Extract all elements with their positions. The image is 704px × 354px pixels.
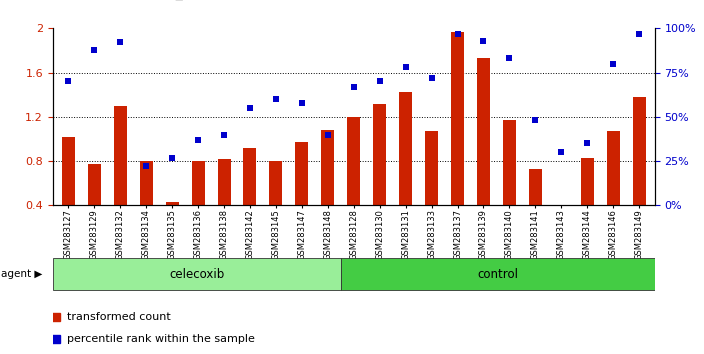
Point — [529, 118, 541, 123]
Bar — [139, 161, 153, 205]
Point — [167, 155, 178, 160]
Bar — [88, 164, 101, 205]
Bar — [341, 258, 655, 290]
Bar — [555, 205, 568, 229]
Point — [374, 79, 385, 84]
Bar — [477, 58, 490, 205]
Bar — [399, 92, 412, 205]
Bar — [425, 131, 438, 205]
Point — [348, 84, 359, 90]
Point — [192, 137, 203, 143]
Point — [270, 96, 282, 102]
Point — [452, 31, 463, 36]
Bar — [529, 169, 542, 205]
Text: percentile rank within the sample: percentile rank within the sample — [68, 334, 255, 344]
Point — [582, 141, 593, 146]
Text: transformed count: transformed count — [68, 312, 171, 322]
Text: agent ▶: agent ▶ — [1, 269, 43, 279]
Bar — [165, 202, 179, 205]
Bar — [451, 32, 464, 205]
Bar — [373, 104, 386, 205]
Point — [555, 149, 567, 155]
Point — [115, 40, 126, 45]
Bar — [296, 142, 308, 205]
Bar — [244, 148, 256, 205]
Point — [608, 61, 619, 67]
Point — [478, 38, 489, 44]
Bar — [218, 159, 230, 205]
Bar — [347, 117, 360, 205]
Point — [141, 164, 152, 169]
Text: celecoxib: celecoxib — [169, 268, 225, 281]
Bar — [191, 161, 205, 205]
Point — [218, 132, 230, 137]
Bar — [503, 120, 516, 205]
Point — [244, 105, 256, 111]
Bar — [53, 258, 341, 290]
Text: control: control — [477, 268, 518, 281]
Point — [296, 100, 308, 105]
Point — [634, 31, 645, 36]
Bar — [270, 161, 282, 205]
Point — [89, 47, 100, 52]
Point — [426, 75, 437, 81]
Point — [504, 56, 515, 61]
Point — [322, 132, 334, 137]
Point — [63, 79, 74, 84]
Bar — [633, 97, 646, 205]
Bar — [581, 158, 593, 205]
Bar — [62, 137, 75, 205]
Bar — [321, 130, 334, 205]
Point — [400, 64, 411, 70]
Bar — [607, 131, 620, 205]
Bar — [114, 106, 127, 205]
